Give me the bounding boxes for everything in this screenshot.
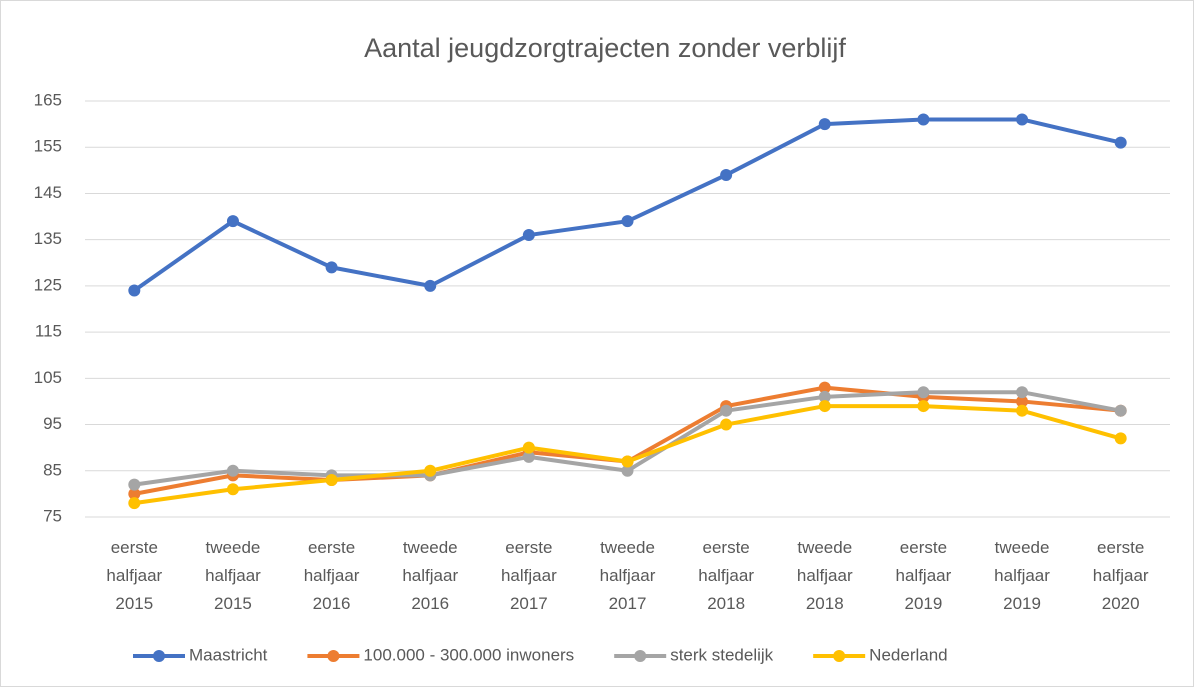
data-point bbox=[522, 441, 535, 454]
data-point bbox=[621, 455, 634, 468]
data-point bbox=[1114, 136, 1127, 149]
data-point bbox=[325, 261, 338, 274]
x-tick-label: eerste halfjaar 2019 bbox=[896, 538, 952, 613]
data-point bbox=[226, 483, 239, 496]
y-tick-label: 115 bbox=[35, 322, 62, 341]
data-point bbox=[621, 464, 634, 477]
x-tick-label: tweede halfjaar 2019 bbox=[994, 538, 1050, 613]
data-point bbox=[424, 464, 437, 477]
data-point bbox=[720, 418, 733, 431]
data-point bbox=[128, 497, 141, 510]
data-point bbox=[1016, 386, 1029, 399]
y-tick-label: 155 bbox=[34, 137, 62, 156]
x-tick-label: tweede halfjaar 2016 bbox=[402, 538, 458, 613]
data-point bbox=[720, 404, 733, 417]
x-tick-label: tweede halfjaar 2018 bbox=[797, 538, 853, 613]
legend-marker bbox=[327, 650, 340, 662]
data-point bbox=[1016, 404, 1029, 417]
x-tick-label: eerste halfjaar 2016 bbox=[304, 538, 360, 613]
y-tick-label: 125 bbox=[34, 275, 62, 294]
x-tick-label: tweede halfjaar 2015 bbox=[205, 538, 261, 613]
data-point bbox=[1016, 395, 1029, 408]
y-tick-label: 95 bbox=[43, 414, 62, 433]
data-point bbox=[917, 113, 930, 126]
data-point bbox=[1016, 113, 1029, 126]
data-point bbox=[917, 386, 930, 399]
legend-label: sterk stedelijk bbox=[670, 645, 773, 664]
legend-label: 100.000 - 300.000 inwoners bbox=[363, 645, 574, 664]
data-point bbox=[226, 464, 239, 477]
y-tick-label: 165 bbox=[34, 90, 62, 109]
legend-label: Maastricht bbox=[189, 645, 268, 664]
x-tick-label: tweede halfjaar 2017 bbox=[600, 538, 656, 613]
data-point bbox=[818, 381, 831, 394]
data-point bbox=[917, 400, 930, 413]
legend-label: Nederland bbox=[869, 645, 947, 664]
x-tick-label: eerste halfjaar 2020 bbox=[1093, 538, 1149, 613]
y-tick-label: 145 bbox=[34, 183, 62, 202]
data-point bbox=[128, 487, 141, 500]
data-point bbox=[522, 229, 535, 242]
legend-marker bbox=[153, 650, 165, 662]
x-tick-label: eerste halfjaar 2015 bbox=[106, 538, 162, 613]
y-tick-label: 75 bbox=[43, 506, 62, 525]
data-point bbox=[818, 400, 831, 413]
chart-title: Aantal jeugdzorgtrajecten zonder verblij… bbox=[364, 33, 846, 63]
legend-marker bbox=[833, 650, 846, 662]
data-point bbox=[424, 279, 437, 292]
data-point bbox=[128, 284, 141, 297]
data-point bbox=[325, 474, 338, 487]
data-point bbox=[226, 215, 239, 228]
y-tick-label: 105 bbox=[34, 368, 62, 387]
data-point bbox=[1114, 432, 1127, 445]
data-point bbox=[1114, 404, 1127, 417]
data-point bbox=[128, 478, 141, 491]
data-point bbox=[818, 118, 831, 131]
data-point bbox=[720, 168, 733, 181]
y-tick-label: 85 bbox=[43, 460, 62, 479]
x-tick-label: eerste halfjaar 2017 bbox=[501, 538, 557, 613]
legend-marker bbox=[634, 650, 647, 662]
y-tick-label: 135 bbox=[34, 229, 62, 248]
data-point bbox=[522, 450, 535, 463]
data-point bbox=[818, 390, 831, 403]
x-tick-label: eerste halfjaar 2018 bbox=[698, 538, 754, 613]
data-point bbox=[621, 215, 634, 228]
